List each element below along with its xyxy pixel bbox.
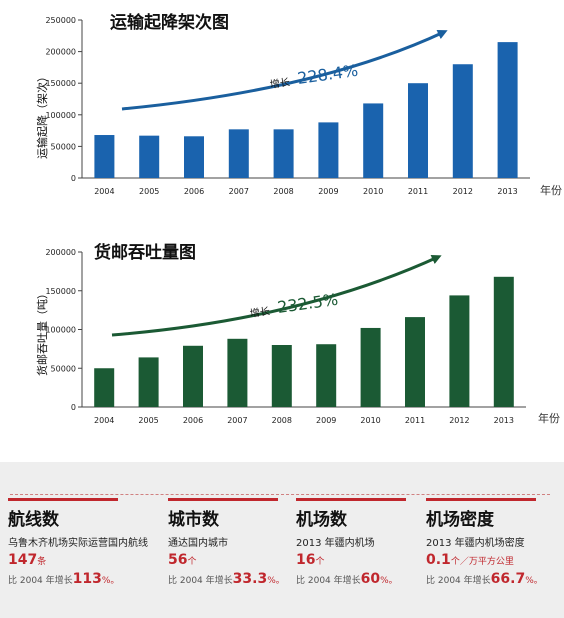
chart-title: 运输起降架次图 bbox=[110, 12, 229, 33]
y-axis-label: 货邮吞吐量（吨） bbox=[35, 288, 49, 376]
x-tick-label: 2005 bbox=[139, 187, 159, 196]
x-tick-label: 2004 bbox=[94, 187, 114, 196]
divider bbox=[10, 494, 550, 495]
growth-arrow bbox=[121, 30, 448, 111]
x-tick-label: 2005 bbox=[138, 416, 158, 425]
stat-value: 0.1 bbox=[426, 552, 451, 568]
x-tick-label: 2012 bbox=[453, 187, 473, 196]
bar bbox=[316, 344, 337, 407]
x-tick-label: 2011 bbox=[405, 416, 425, 425]
stat-growth: 60 bbox=[360, 571, 381, 587]
x-tick-label: 2007 bbox=[227, 416, 247, 425]
stat-compare: 比 2004 年增长 bbox=[426, 576, 491, 586]
stat-percent: %。 bbox=[267, 576, 285, 586]
stat-compare: 比 2004 年增长 bbox=[168, 576, 233, 586]
y-tick-label: 0 bbox=[71, 174, 76, 183]
stat-percent: %。 bbox=[101, 576, 120, 586]
stat-growth: 66.7 bbox=[490, 571, 526, 587]
stat-title: 机场密度 bbox=[426, 498, 536, 530]
stat-cities: 城市数 通达国内城市 56个 比 2004 年增长33.3%。 bbox=[168, 498, 308, 587]
stat-growth: 33.3 bbox=[232, 571, 268, 587]
stat-value: 56 bbox=[168, 552, 188, 568]
x-tick-label: 2006 bbox=[184, 187, 204, 196]
y-tick-label: 150000 bbox=[45, 79, 76, 88]
bar bbox=[94, 368, 115, 407]
y-tick-label: 150000 bbox=[45, 287, 76, 296]
x-tick-label: 2006 bbox=[183, 416, 203, 425]
x-tick-label: 2007 bbox=[229, 187, 249, 196]
stat-routes: 航线数 乌鲁木齐机场实际运营国内航线 147条 比 2004 年增长113%。 bbox=[8, 498, 148, 587]
bar bbox=[138, 357, 159, 407]
bar bbox=[273, 129, 294, 178]
y-axis-label: 运输起降（架次） bbox=[35, 71, 49, 159]
cargo-chart: 0 50000 100000 150000 200000 2004 2005 2006 2007… bbox=[35, 242, 560, 425]
stat-unit: 个 bbox=[187, 557, 197, 567]
bar bbox=[408, 83, 428, 178]
y-tick-label: 100000 bbox=[45, 326, 76, 335]
x-tick-label: 2010 bbox=[363, 187, 383, 196]
chart-title: 货邮吞吐量图 bbox=[94, 242, 196, 263]
x-tick-label: 2013 bbox=[497, 187, 517, 196]
bar bbox=[318, 122, 339, 178]
stats-panel: 航线数 乌鲁木齐机场实际运营国内航线 147条 比 2004 年增长113%。 … bbox=[0, 462, 564, 618]
growth-annotation: 增长 232.5% bbox=[248, 290, 339, 321]
x-tick-label: 2008 bbox=[272, 416, 292, 425]
bar bbox=[139, 135, 160, 178]
stat-title: 机场数 bbox=[296, 498, 406, 530]
y-tick-label: 250000 bbox=[45, 16, 76, 25]
stat-compare: 比 2004 年增长 bbox=[8, 576, 73, 586]
bar bbox=[497, 42, 518, 179]
stat-unit: 个／万平方公里 bbox=[450, 557, 514, 567]
bar bbox=[184, 136, 204, 178]
bar bbox=[405, 317, 425, 407]
stat-growth: 113 bbox=[72, 571, 102, 587]
stat-value: 16 bbox=[296, 552, 316, 568]
stat-desc: 2013 年疆内机场 bbox=[296, 538, 375, 549]
stat-title: 城市数 bbox=[168, 498, 278, 530]
x-tick-label: 2012 bbox=[449, 416, 469, 425]
growth-annotation: 增长 228.4% bbox=[268, 61, 359, 92]
bar bbox=[493, 276, 514, 407]
y-tick-label: 200000 bbox=[45, 248, 76, 257]
x-axis-label: 年份 bbox=[538, 411, 560, 425]
stat-value: 147 bbox=[8, 552, 38, 568]
stat-airports: 机场数 2013 年疆内机场 16个 比 2004 年增长60%。 bbox=[296, 498, 436, 587]
stat-desc: 乌鲁木齐机场实际运营国内航线 bbox=[8, 538, 148, 549]
y-tick-label: 50000 bbox=[51, 364, 76, 373]
growth-arrow bbox=[111, 254, 442, 337]
y-tick-label: 0 bbox=[71, 403, 76, 412]
x-tick-label: 2013 bbox=[494, 416, 514, 425]
flights-chart: 0 50000 100000 150000 200000 250000 2004 2005 20… bbox=[35, 12, 562, 197]
stat-percent: %。 bbox=[380, 576, 398, 586]
x-tick-label: 2004 bbox=[94, 416, 114, 425]
stat-desc: 2013 年疆内机场密度 bbox=[426, 538, 525, 549]
x-tick-label: 2010 bbox=[360, 416, 380, 425]
x-tick-label: 2009 bbox=[316, 416, 336, 425]
y-tick-label: 200000 bbox=[45, 48, 76, 57]
x-tick-label: 2011 bbox=[408, 187, 428, 196]
bar bbox=[271, 345, 292, 407]
stat-percent: %。 bbox=[525, 576, 543, 586]
stat-desc: 通达国内城市 bbox=[168, 538, 228, 549]
x-tick-label: 2009 bbox=[318, 187, 338, 196]
bar bbox=[363, 103, 384, 178]
stat-density: 机场密度 2013 年疆内机场密度 0.1个／万平方公里 比 2004 年增长6… bbox=[426, 498, 564, 587]
stat-compare: 比 2004 年增长 bbox=[296, 576, 361, 586]
bar bbox=[228, 129, 249, 178]
stat-unit: 个 bbox=[315, 557, 325, 567]
y-tick-label: 50000 bbox=[51, 142, 76, 151]
bar bbox=[449, 295, 470, 407]
bar bbox=[183, 345, 203, 407]
bar bbox=[452, 64, 473, 178]
stat-title: 航线数 bbox=[8, 498, 118, 530]
x-tick-label: 2008 bbox=[273, 187, 293, 196]
bar bbox=[360, 327, 381, 407]
bar bbox=[227, 338, 248, 407]
bar bbox=[94, 135, 115, 178]
y-tick-label: 100000 bbox=[45, 111, 76, 120]
stat-unit: 条 bbox=[37, 557, 47, 567]
x-axis-label: 年份 bbox=[540, 183, 562, 197]
